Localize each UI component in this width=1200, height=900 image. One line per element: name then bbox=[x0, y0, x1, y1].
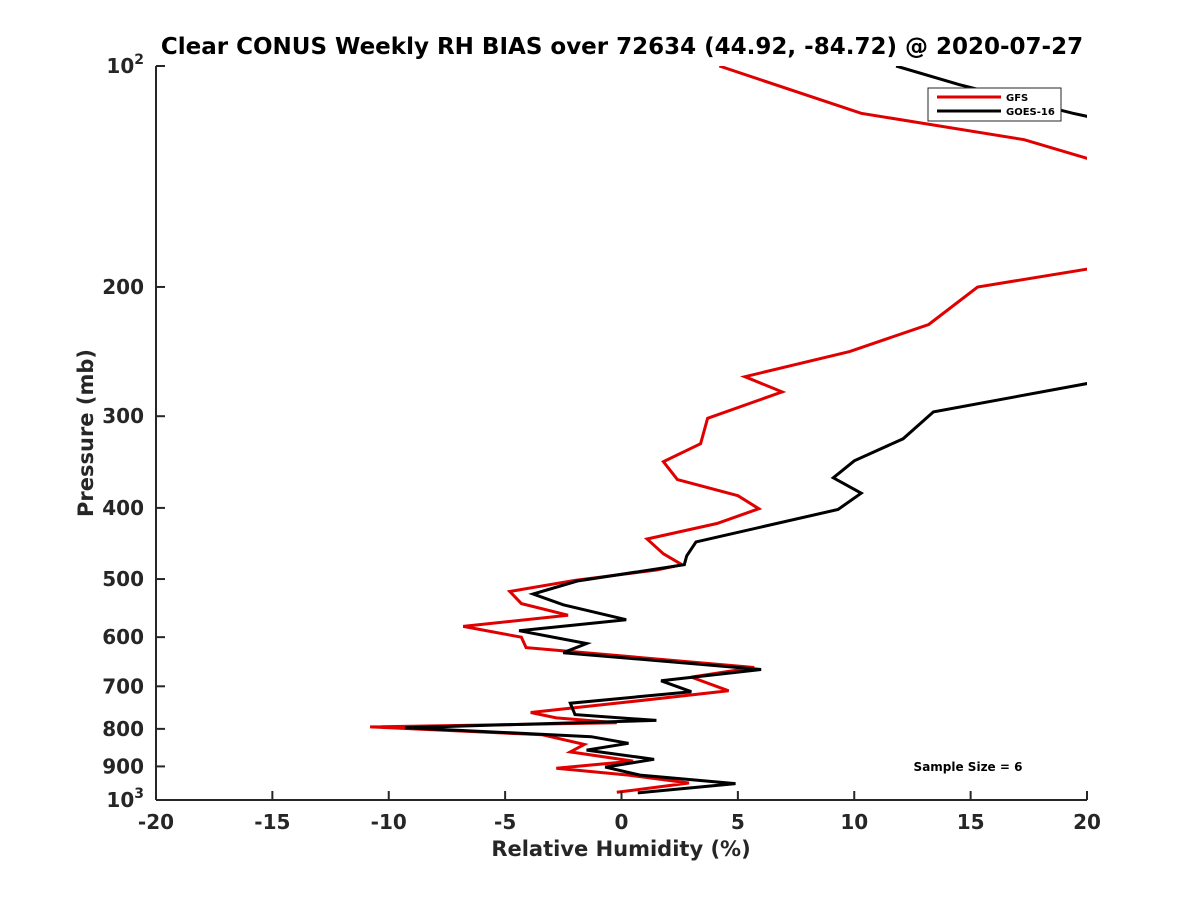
y-tick-label: 300 bbox=[102, 404, 144, 428]
y-tick-label: 600 bbox=[102, 625, 144, 649]
y-tick-label: 500 bbox=[102, 567, 144, 591]
y-axis-label: Pressure (mb) bbox=[74, 349, 98, 517]
y-tick-label: 700 bbox=[102, 674, 144, 698]
x-tick-label: 0 bbox=[615, 810, 629, 834]
x-tick-label: -5 bbox=[494, 810, 516, 834]
x-tick-label: 20 bbox=[1073, 810, 1101, 834]
x-tick-label: -20 bbox=[138, 810, 174, 834]
chart-title: Clear CONUS Weekly RH BIAS over 72634 (4… bbox=[161, 34, 1083, 60]
legend-goes16-label: GOES-16 bbox=[1006, 107, 1055, 118]
legend-gfs-label: GFS bbox=[1006, 93, 1028, 104]
series-line-gfs-0 bbox=[718, 66, 1087, 160]
sample-size-annotation: Sample Size = 6 bbox=[914, 760, 1023, 774]
y-tick-label: 800 bbox=[102, 717, 144, 741]
x-tick-label: 10 bbox=[840, 810, 868, 834]
y-tick-label: 102 bbox=[106, 52, 144, 78]
y-tick-label: 900 bbox=[102, 754, 144, 778]
legend: GFS GOES-16 bbox=[927, 87, 1062, 122]
x-axis-label: Relative Humidity (%) bbox=[491, 837, 750, 861]
series-line-gfs-1 bbox=[370, 267, 1087, 794]
y-tick-label: 400 bbox=[102, 496, 144, 520]
x-ticks: -20 -15 -10 -5 0 5 10 15 20 bbox=[138, 791, 1101, 834]
x-tick-label: -15 bbox=[254, 810, 290, 834]
x-tick-label: 15 bbox=[957, 810, 985, 834]
y-tick-label: 200 bbox=[102, 275, 144, 299]
x-tick-label: -10 bbox=[371, 810, 407, 834]
legend-box bbox=[927, 87, 1062, 122]
y-tick-label: 103 bbox=[106, 786, 144, 812]
x-tick-label: 5 bbox=[731, 810, 745, 834]
y-ticks: 102 200 300 400 500 600 700 800 900 103 bbox=[102, 52, 165, 812]
series-line-goes16-1 bbox=[404, 382, 1087, 795]
